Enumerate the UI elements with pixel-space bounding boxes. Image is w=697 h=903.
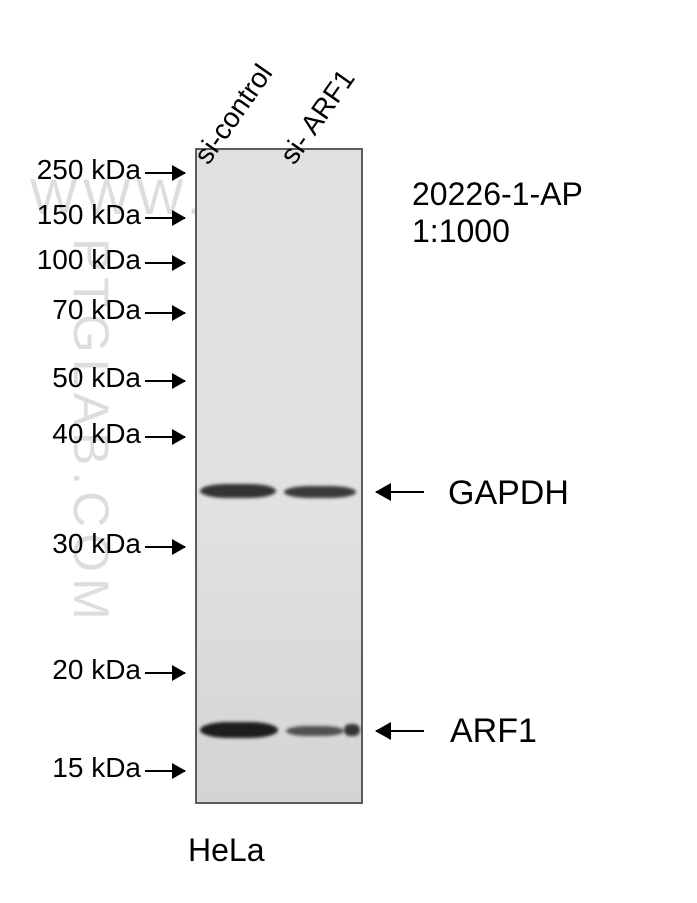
- mw-arrow-70: [145, 312, 185, 314]
- mw-arrow-30: [145, 546, 185, 548]
- mw-arrow-100: [145, 262, 185, 264]
- annotation-arrow-arf1: [376, 730, 424, 732]
- mw-arrow-15: [145, 770, 185, 772]
- band-GAPDH-lane1: [200, 484, 276, 498]
- mw-arrow-150: [145, 217, 185, 219]
- mw-marker-30: 30 kDa: [12, 528, 141, 560]
- mw-arrow-250: [145, 172, 185, 174]
- mw-arrow-50: [145, 380, 185, 382]
- antibody-catalog: 20226-1-AP: [412, 176, 583, 213]
- mw-arrow-40: [145, 436, 185, 438]
- cell-line-label: HeLa: [188, 832, 265, 869]
- band-ARF1-lane2: [286, 726, 344, 736]
- mw-marker-100: 100 kDa: [12, 244, 141, 276]
- mw-marker-50: 50 kDa: [12, 362, 141, 394]
- antibody-product-label: 20226-1-AP 1:1000: [412, 176, 583, 250]
- annotation-label-gapdh: GAPDH: [448, 474, 569, 513]
- mw-marker-20: 20 kDa: [12, 654, 141, 686]
- mw-marker-250: 250 kDa: [12, 154, 141, 186]
- annotation-arrow-gapdh: [376, 491, 424, 493]
- mw-marker-150: 150 kDa: [12, 199, 141, 231]
- band-ARF1-lane2-edge: [344, 724, 360, 736]
- annotation-label-arf1: ARF1: [450, 712, 537, 751]
- band-GAPDH-lane2: [284, 486, 356, 498]
- antibody-dilution: 1:1000: [412, 213, 583, 250]
- figure-container: WWW. PTGLAB.COM si-controlsi- ARF1 250 k…: [0, 0, 697, 903]
- mw-marker-15: 15 kDa: [12, 752, 141, 784]
- mw-marker-40: 40 kDa: [12, 418, 141, 450]
- blot-membrane: [195, 148, 363, 804]
- band-ARF1-lane1: [200, 722, 278, 738]
- mw-arrow-20: [145, 672, 185, 674]
- mw-marker-70: 70 kDa: [12, 294, 141, 326]
